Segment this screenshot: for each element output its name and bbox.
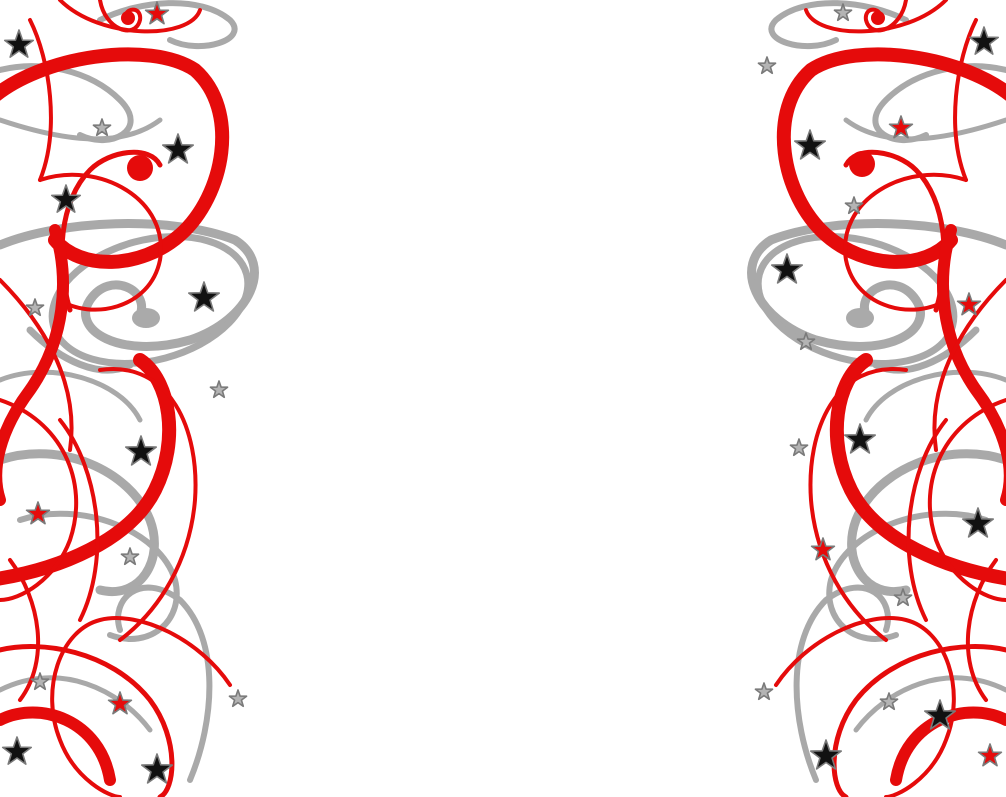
star-icon	[968, 26, 1000, 55]
star-icon	[1, 736, 33, 765]
star-icon	[770, 253, 804, 284]
star-icon	[793, 129, 827, 160]
stars-layer	[1, 1, 1003, 784]
star-icon	[25, 501, 51, 525]
star-icon	[140, 753, 174, 784]
star-icon	[844, 196, 864, 215]
star-icon	[977, 743, 1003, 767]
left-red-swirls	[0, 0, 232, 797]
star-icon	[92, 118, 112, 137]
star-icon	[228, 689, 248, 708]
star-icon	[120, 547, 140, 566]
star-icon	[888, 115, 914, 139]
star-icon	[789, 438, 809, 457]
star-icon	[161, 133, 195, 164]
star-icon	[961, 507, 995, 538]
star-icon	[209, 380, 229, 399]
star-icon	[187, 281, 221, 312]
right-red-swirls	[774, 0, 1006, 797]
star-icon	[3, 29, 35, 58]
star-icon	[757, 56, 777, 75]
star-icon	[754, 682, 774, 701]
star-icon	[124, 435, 158, 466]
star-icon	[843, 423, 877, 454]
